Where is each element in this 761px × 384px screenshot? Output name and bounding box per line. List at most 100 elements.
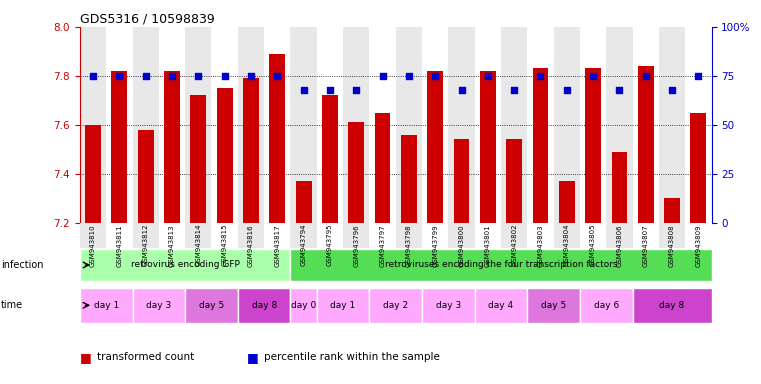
Bar (448, 223, 475, 248)
Bar (396, 223, 422, 248)
Text: day 4: day 4 (489, 301, 514, 310)
Text: GSM943806: GSM943806 (616, 224, 622, 266)
Point (271, 73, 283, 79)
Bar (527, 288, 580, 323)
Bar (480, 71, 495, 223)
Text: percentile rank within the sample: percentile rank within the sample (264, 352, 440, 362)
Bar (506, 139, 522, 223)
Bar (607, 27, 632, 223)
Bar (159, 27, 185, 223)
Bar (291, 27, 317, 223)
Text: GSM943807: GSM943807 (643, 224, 648, 266)
Bar (501, 27, 527, 223)
Point (139, 73, 151, 79)
Bar (527, 27, 553, 223)
Text: transformed count: transformed count (97, 352, 194, 362)
Text: day 2: day 2 (383, 301, 409, 310)
Bar (428, 71, 443, 223)
Text: GSM943799: GSM943799 (432, 224, 438, 266)
Bar (190, 96, 206, 223)
Text: GSM943810: GSM943810 (90, 224, 96, 266)
Bar (369, 223, 396, 248)
Text: GSM943809: GSM943809 (696, 224, 702, 266)
Bar (632, 288, 712, 323)
Bar (685, 223, 712, 248)
Text: ■: ■ (80, 351, 91, 364)
Bar (264, 27, 291, 223)
Bar (343, 27, 369, 223)
Point (613, 86, 626, 93)
Point (508, 86, 521, 93)
Text: GSM943813: GSM943813 (169, 224, 175, 266)
Bar (554, 27, 580, 223)
Text: ■: ■ (247, 351, 259, 364)
Bar (690, 113, 706, 223)
Text: GSM943795: GSM943795 (327, 224, 333, 266)
Bar (475, 223, 501, 248)
Bar (632, 27, 659, 223)
Bar (659, 27, 685, 223)
Text: GSM943798: GSM943798 (406, 224, 412, 266)
Bar (580, 288, 632, 323)
Point (534, 73, 546, 79)
Bar (369, 27, 396, 223)
Point (587, 73, 599, 79)
Point (429, 73, 441, 79)
Bar (291, 250, 712, 280)
Bar (527, 223, 553, 248)
Bar (237, 223, 264, 248)
Bar (85, 125, 101, 223)
Bar (264, 223, 291, 248)
Bar (291, 223, 317, 248)
Bar (401, 135, 417, 223)
Text: day 5: day 5 (199, 301, 224, 310)
Bar (185, 223, 212, 248)
Text: GSM943801: GSM943801 (485, 224, 491, 266)
Text: GSM943805: GSM943805 (590, 224, 596, 266)
Point (693, 73, 705, 79)
Bar (185, 288, 237, 323)
Text: GSM943802: GSM943802 (511, 224, 517, 266)
Bar (607, 223, 632, 248)
Bar (80, 27, 107, 223)
Bar (369, 288, 422, 323)
Text: GSM943796: GSM943796 (353, 224, 359, 266)
Bar (107, 223, 132, 248)
Bar (317, 27, 343, 223)
Bar (291, 288, 317, 323)
Bar (296, 181, 311, 223)
Bar (80, 223, 107, 248)
Text: day 1: day 1 (94, 301, 119, 310)
Point (377, 73, 389, 79)
Point (166, 73, 178, 79)
Bar (638, 66, 654, 223)
Bar (501, 223, 527, 248)
Point (193, 73, 205, 79)
Text: GSM943817: GSM943817 (274, 224, 280, 266)
Bar (685, 27, 712, 223)
Bar (164, 71, 180, 223)
Bar (422, 288, 475, 323)
Point (482, 73, 494, 79)
Bar (580, 223, 607, 248)
Bar (322, 96, 338, 223)
Text: GSM943808: GSM943808 (669, 224, 675, 266)
Bar (212, 223, 237, 248)
Bar (269, 54, 285, 223)
Bar (132, 288, 185, 323)
Point (87, 73, 99, 79)
Bar (112, 71, 127, 223)
Point (561, 86, 573, 93)
Bar (132, 27, 159, 223)
Text: infection: infection (1, 260, 43, 270)
Text: GSM943803: GSM943803 (537, 224, 543, 266)
Bar (475, 288, 527, 323)
Bar (80, 288, 132, 323)
Text: time: time (1, 300, 23, 310)
Bar (585, 68, 601, 223)
Text: retrovirus encoding GFP: retrovirus encoding GFP (131, 260, 240, 270)
Bar (317, 223, 343, 248)
Point (298, 86, 310, 93)
Text: GSM943794: GSM943794 (301, 224, 307, 266)
Text: GSM943800: GSM943800 (459, 224, 464, 266)
